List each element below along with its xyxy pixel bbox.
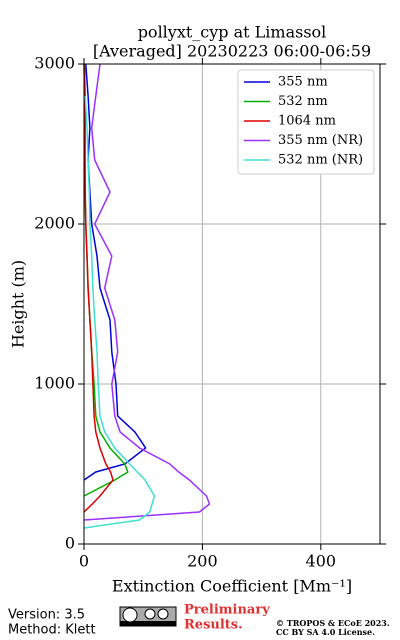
x-tick-label: 200 bbox=[187, 552, 218, 571]
y-axis-label: Height (m) bbox=[9, 260, 28, 348]
legend-box bbox=[237, 69, 375, 175]
series-line bbox=[83, 63, 114, 513]
cc-logo bbox=[119, 606, 177, 627]
license: CC BY SA 4.0 License. bbox=[276, 627, 375, 637]
series-line bbox=[83, 95, 156, 529]
legend-label: 532 nm (NR) bbox=[278, 153, 363, 168]
x-tick-label: 0 bbox=[79, 552, 89, 571]
y-tick-label: 2000 bbox=[34, 214, 75, 233]
preliminary: Preliminary bbox=[184, 603, 270, 618]
version: Version: 3.5 bbox=[8, 608, 85, 623]
legend-label: 532 nm bbox=[278, 94, 328, 109]
legend-label: 1064 nm bbox=[278, 114, 336, 129]
series-line bbox=[83, 63, 147, 481]
y-tick-label: 3000 bbox=[34, 54, 75, 73]
y-tick-label: 0 bbox=[65, 534, 75, 553]
plot-frame bbox=[83, 63, 381, 545]
series-line bbox=[83, 63, 211, 521]
y-tick-label: 1000 bbox=[34, 374, 75, 393]
method: Method: Klett bbox=[8, 623, 96, 638]
copyright: © TROPOS & ECoE 2023. bbox=[276, 618, 390, 628]
chart-subtitle: [Averaged] 20230223 06:00-06:59 bbox=[93, 42, 371, 61]
legend-label: 355 nm (NR) bbox=[278, 133, 363, 148]
x-axis-label: Extinction Coefficient [Mm⁻¹] bbox=[112, 577, 352, 596]
x-tick-label: 400 bbox=[306, 552, 337, 571]
legend-label: 355 nm bbox=[278, 75, 328, 90]
results: Results. bbox=[184, 618, 243, 633]
chart-title: pollyxt_cyp at Limassol bbox=[138, 23, 327, 42]
